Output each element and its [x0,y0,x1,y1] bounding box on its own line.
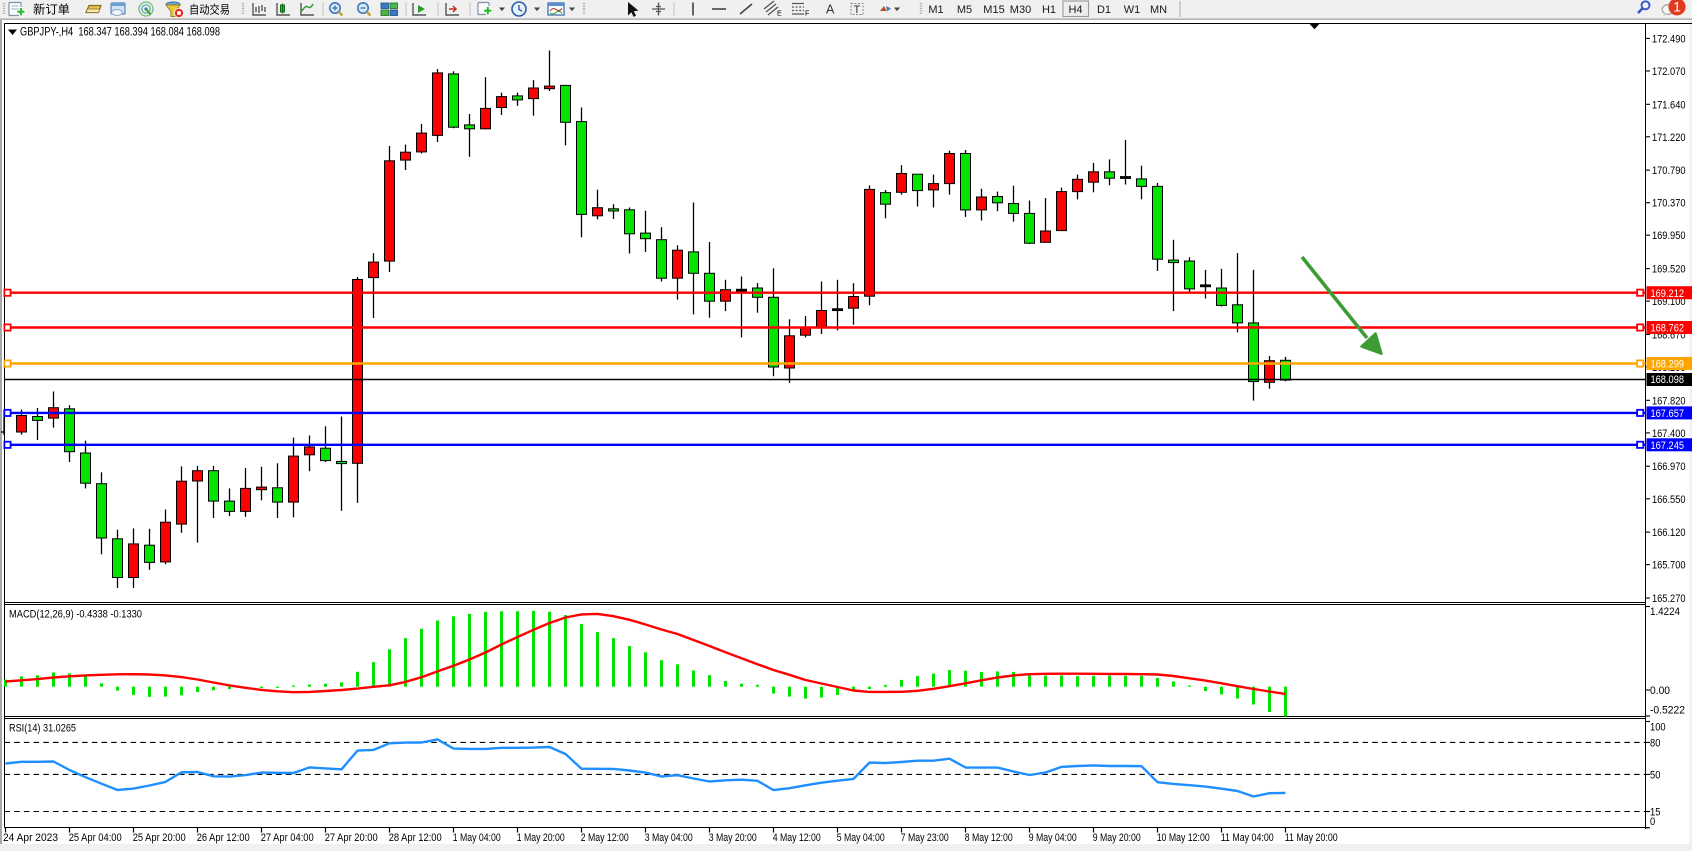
svg-text:9 May 20:00: 9 May 20:00 [1093,832,1141,844]
svg-text:3 May 20:00: 3 May 20:00 [709,832,757,844]
svg-text:172.070: 172.070 [1652,66,1686,78]
svg-text:15: 15 [1650,807,1660,819]
svg-text:M30: M30 [1010,4,1031,16]
svg-text:MN: MN [1150,4,1167,16]
svg-text:166.970: 166.970 [1652,461,1686,473]
svg-text:25 Apr 04:00: 25 Apr 04:00 [69,832,122,844]
svg-text:168.299: 168.299 [1651,359,1685,371]
svg-text:170.370: 170.370 [1652,198,1686,210]
svg-text:A: A [826,3,835,17]
svg-text:5 May 04:00: 5 May 04:00 [837,832,885,844]
svg-text:24 Apr 2023: 24 Apr 2023 [3,832,58,844]
svg-text:D1: D1 [1097,4,1111,16]
svg-text:-0.5222: -0.5222 [1650,705,1685,717]
svg-text:F: F [805,11,809,18]
svg-text:0: 0 [1650,816,1655,828]
svg-text:0.00: 0.00 [1650,685,1670,697]
svg-text:新订单: 新订单 [33,2,70,17]
svg-text:171.640: 171.640 [1652,99,1686,111]
svg-text:1.4224: 1.4224 [1650,606,1680,618]
svg-text:171.220: 171.220 [1652,132,1686,144]
svg-text:H1: H1 [1042,4,1056,16]
svg-text:27 Apr 04:00: 27 Apr 04:00 [261,832,314,844]
svg-text:80: 80 [1650,737,1660,749]
svg-text:167.657: 167.657 [1651,408,1685,420]
svg-text:M5: M5 [957,4,972,16]
svg-text:169.212: 169.212 [1651,288,1685,300]
svg-text:165.700: 165.700 [1652,560,1686,572]
svg-text:169.950: 169.950 [1652,230,1686,242]
svg-text:自动交易: 自动交易 [189,3,230,17]
svg-text:100: 100 [1650,722,1666,734]
svg-text:165.270: 165.270 [1652,593,1686,605]
svg-text:170.790: 170.790 [1652,165,1686,177]
svg-text:50: 50 [1650,769,1660,781]
svg-text:25 Apr 20:00: 25 Apr 20:00 [133,832,186,844]
svg-text:H4: H4 [1068,4,1082,16]
svg-text:172.490: 172.490 [1652,33,1686,45]
svg-text:M1: M1 [928,4,943,16]
svg-text:167.400: 167.400 [1652,428,1686,440]
svg-text:8 May 12:00: 8 May 12:00 [965,832,1013,844]
svg-text:RSI(14) 31.0265: RSI(14) 31.0265 [9,723,76,735]
svg-text:4 May 12:00: 4 May 12:00 [773,832,821,844]
svg-text:1 May 04:00: 1 May 04:00 [453,832,501,844]
svg-text:E: E [777,11,782,18]
svg-text:26 Apr 12:00: 26 Apr 12:00 [197,832,250,844]
svg-text:168.098: 168.098 [1651,374,1685,386]
svg-text:MACD(12,26,9) -0.4338 -0.1330: MACD(12,26,9) -0.4338 -0.1330 [9,609,142,621]
svg-text:28 Apr 12:00: 28 Apr 12:00 [389,832,442,844]
svg-text:168.762: 168.762 [1651,323,1685,335]
svg-text:3 May 04:00: 3 May 04:00 [645,832,693,844]
svg-text:1 May 20:00: 1 May 20:00 [517,832,565,844]
svg-text:11 May 04:00: 11 May 04:00 [1221,832,1274,844]
svg-text:166.550: 166.550 [1652,494,1686,506]
svg-text:1: 1 [1673,0,1681,15]
svg-text:27 Apr 20:00: 27 Apr 20:00 [325,832,378,844]
svg-text:W1: W1 [1124,4,1141,16]
svg-text:167.245: 167.245 [1651,440,1685,452]
svg-text:GBPJPY-,H4 168.347 168.394 16: GBPJPY-,H4 168.347 168.394 168.084 168.0… [20,27,220,39]
svg-text:T: T [854,4,861,16]
svg-text:167.820: 167.820 [1652,395,1686,407]
svg-text:10 May 12:00: 10 May 12:00 [1157,832,1210,844]
svg-text:M15: M15 [983,4,1004,16]
svg-text:7 May 23:00: 7 May 23:00 [901,832,949,844]
svg-text:9 May 04:00: 9 May 04:00 [1029,832,1077,844]
svg-text:166.120: 166.120 [1652,527,1686,539]
svg-text:169.520: 169.520 [1652,264,1686,276]
svg-text:11 May 20:00: 11 May 20:00 [1285,832,1338,844]
svg-text:2 May 12:00: 2 May 12:00 [581,832,629,844]
